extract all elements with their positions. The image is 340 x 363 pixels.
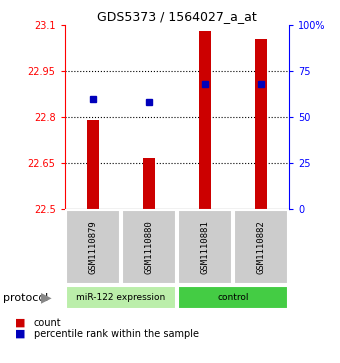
Text: count: count <box>34 318 62 328</box>
Text: GSM1110881: GSM1110881 <box>200 220 209 274</box>
Bar <box>143 158 155 209</box>
Title: GDS5373 / 1564027_a_at: GDS5373 / 1564027_a_at <box>97 10 257 23</box>
Text: percentile rank within the sample: percentile rank within the sample <box>34 329 199 339</box>
Text: ■: ■ <box>15 318 26 328</box>
Text: GSM1110880: GSM1110880 <box>144 220 153 274</box>
Text: miR-122 expression: miR-122 expression <box>76 293 165 302</box>
Text: control: control <box>217 293 249 302</box>
Bar <box>255 39 267 209</box>
Text: GSM1110882: GSM1110882 <box>256 220 266 274</box>
Text: protocol: protocol <box>3 293 49 303</box>
Bar <box>199 30 211 209</box>
Text: ▶: ▶ <box>40 291 51 305</box>
Bar <box>87 120 99 209</box>
Text: GSM1110879: GSM1110879 <box>88 220 97 274</box>
Text: ■: ■ <box>15 329 26 339</box>
